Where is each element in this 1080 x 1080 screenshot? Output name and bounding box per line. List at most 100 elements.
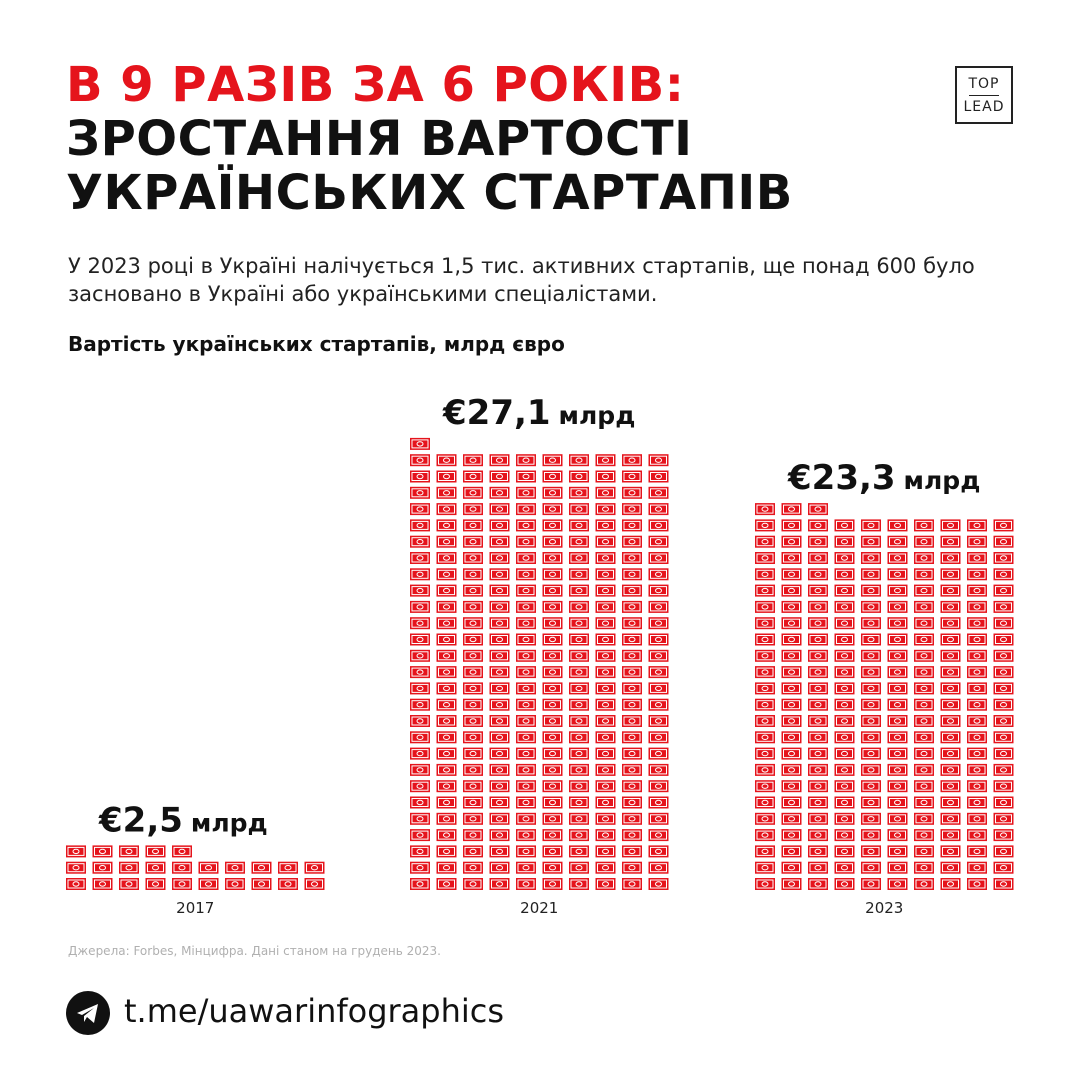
banknote-unit [755,747,775,760]
banknote-unit [755,829,775,842]
banknote-unit [463,600,483,613]
banknote-unit [489,878,510,890]
banknote-unit [834,666,855,679]
banknote-unit [648,878,669,890]
banknote-unit [489,600,510,613]
banknote-unit [993,666,1014,679]
banknote-unit [993,861,1014,874]
banknote-unit [410,682,430,695]
banknote-unit [489,796,510,809]
banknote-unit [489,617,510,630]
banknote-unit [569,584,589,597]
banknote-unit [861,666,881,679]
banknote-unit [781,780,802,793]
banknote-unit [781,600,802,613]
banknote-unit [648,682,669,695]
banknote-unit [410,617,430,630]
banknote-unit [463,633,483,646]
banknote-unit [940,812,961,825]
banknote-unit [993,878,1014,890]
banknote-unit [887,747,908,760]
banknote-unit [781,584,802,597]
banknote-unit [914,731,934,744]
banknote-unit [489,519,510,532]
banknote-unit [463,731,483,744]
banknote-unit [808,503,828,516]
banknote-unit [781,796,802,809]
banknote-unit [569,454,589,467]
banknote-unit [887,780,908,793]
banknote-unit [967,519,987,532]
banknote-unit [622,763,642,776]
banknote-unit [834,698,855,711]
banknote-unit [834,878,855,890]
banknote-unit [410,486,430,499]
banknote-unit [516,617,536,630]
banknote-unit [940,796,961,809]
banknote-unit [463,812,483,825]
banknote-unit [542,731,563,744]
banknote-unit [755,861,775,874]
banknote-unit [198,878,219,890]
banknote-unit [993,763,1014,776]
banknote-unit [967,829,987,842]
banknote-unit [542,812,563,825]
banknote-unit [834,584,855,597]
banknote-unit [516,796,536,809]
telegram-icon[interactable] [66,991,110,1035]
banknote-unit [622,829,642,842]
banknote-unit [648,698,669,711]
banknote-unit [489,747,510,760]
banknote-unit [569,698,589,711]
banknote-unit [436,829,457,842]
banknote-unit [542,649,563,662]
banknote-unit [887,796,908,809]
banknote-unit [595,829,616,842]
banknote-unit [595,503,616,516]
banknote-unit [967,617,987,630]
banknote-unit [569,486,589,499]
value-label-2023: €23,3 млрд [787,458,980,498]
banknote-unit [781,861,802,874]
banknote-unit [993,747,1014,760]
banknote-unit [436,552,457,564]
banknote-unit [516,829,536,842]
banknote-unit [887,519,908,532]
top-lead-logo: TOP LEAD [955,66,1013,124]
banknote-unit [569,861,589,874]
banknote-unit [755,633,775,646]
banknote-unit [463,503,483,516]
banknote-unit [410,861,430,874]
banknote-unit [622,796,642,809]
banknote-unit [542,878,563,890]
banknote-unit [967,584,987,597]
banknote-unit [542,715,563,727]
banknote-unit [622,503,642,516]
banknote-unit [781,812,802,825]
banknote-unit [410,747,430,760]
banknote-unit [808,747,828,760]
banknote-unit [410,519,430,532]
banknote-unit [595,666,616,679]
banknote-unit [595,519,616,532]
banknote-unit [463,861,483,874]
banknote-unit [251,861,272,874]
banknote-unit [463,763,483,776]
banknote-unit [569,503,589,516]
banknote-unit [489,535,510,548]
banknote-unit [914,568,934,581]
banknote-unit [436,535,457,548]
banknote-unit [119,878,139,890]
bar-2021 [410,437,669,890]
banknote-unit [755,796,775,809]
banknote-unit [755,649,775,662]
banknote-unit [225,878,245,890]
banknote-unit [436,633,457,646]
banknote-unit [569,731,589,744]
banknote-unit [914,715,934,727]
banknote-unit [834,600,855,613]
banknote-unit [595,715,616,727]
telegram-link[interactable]: t.me/uawarinfographics [124,992,505,1030]
banknote-unit [755,763,775,776]
banknote-unit [542,845,563,858]
